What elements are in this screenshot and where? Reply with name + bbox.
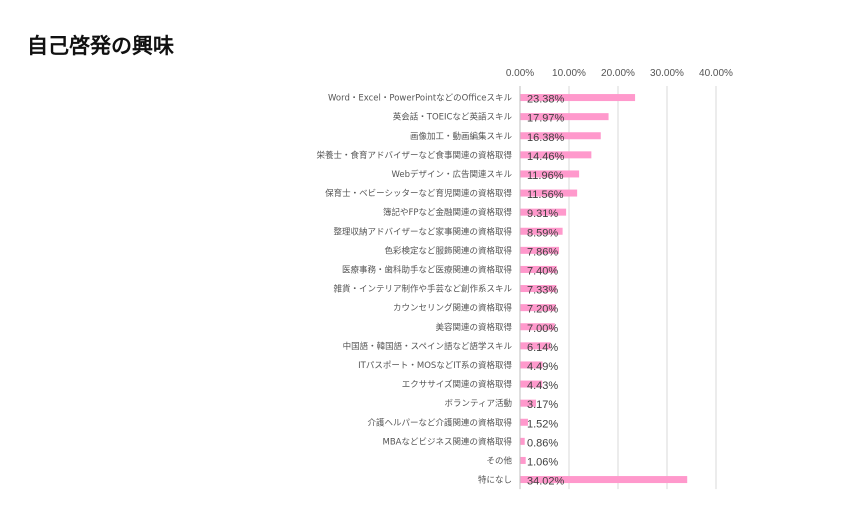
category-label: 雑貨・インテリア制作や手芸など創作系スキル bbox=[333, 284, 512, 295]
bar bbox=[520, 361, 543, 369]
category-label: 美容関連の資格取得 bbox=[435, 322, 512, 333]
data-label: 1.06% bbox=[527, 456, 558, 468]
data-label: 3.17% bbox=[527, 399, 558, 411]
bar bbox=[520, 151, 592, 159]
category-label: Webデザイン・広告関連スキル bbox=[391, 169, 512, 180]
x-tick-label: 20.00% bbox=[601, 68, 635, 79]
bar bbox=[520, 132, 601, 140]
category-label: 英会話・TOEICなど英語スキル bbox=[393, 112, 513, 123]
data-label: 9.31% bbox=[527, 208, 558, 220]
data-label: 7.86% bbox=[527, 246, 558, 258]
bar bbox=[520, 227, 563, 235]
data-label: 7.33% bbox=[527, 285, 558, 297]
data-label: 17.97% bbox=[527, 113, 565, 125]
bar bbox=[520, 456, 526, 464]
data-label: 23.38% bbox=[527, 94, 565, 106]
category-label: 画像加工・動画編集スキル bbox=[410, 131, 513, 142]
data-label: 8.59% bbox=[527, 227, 558, 239]
data-label: 7.20% bbox=[527, 304, 558, 316]
data-label: 34.02% bbox=[527, 476, 565, 488]
category-label: 整理収納アドバイザーなど家事関連の資格取得 bbox=[333, 226, 512, 237]
data-label: 1.52% bbox=[527, 418, 558, 430]
data-label: 11.96% bbox=[527, 170, 564, 182]
category-label: その他 bbox=[486, 455, 512, 466]
data-label: 6.14% bbox=[527, 342, 558, 354]
x-tick-label: 30.00% bbox=[650, 68, 684, 79]
data-label: 14.46% bbox=[527, 151, 565, 163]
bar bbox=[520, 304, 556, 312]
category-label: Word・Excel・PowerPointなどのOfficeスキル bbox=[328, 94, 512, 104]
category-label: 中国語・韓国語・スペイン語など語学スキル bbox=[343, 341, 513, 352]
category-label: MBAなどビジネス関連の資格取得 bbox=[383, 436, 513, 447]
category-label: ITパスポート・MOSなどIT系の資格取得 bbox=[358, 360, 512, 371]
bar bbox=[520, 246, 560, 254]
data-label: 7.40% bbox=[527, 265, 558, 277]
bar bbox=[520, 265, 557, 273]
bar bbox=[520, 399, 537, 407]
bar bbox=[520, 285, 557, 293]
category-label: 医療事務・歯科助手など医療関連の資格取得 bbox=[342, 264, 513, 275]
data-label: 11.56% bbox=[527, 189, 564, 201]
category-label: 色彩検定など服飾関連の資格取得 bbox=[384, 245, 512, 256]
bar bbox=[520, 437, 525, 445]
data-label: 4.49% bbox=[527, 361, 558, 373]
bar bbox=[520, 170, 580, 178]
category-label: 特になし bbox=[478, 475, 512, 486]
bar bbox=[520, 323, 555, 331]
bar bbox=[520, 380, 543, 388]
data-label: 0.86% bbox=[527, 437, 558, 449]
chart-title: 自己啓発の興味 bbox=[27, 34, 174, 58]
category-label: 介護ヘルパーなど介護関連の資格取得 bbox=[367, 417, 512, 428]
bar bbox=[520, 94, 636, 102]
x-tick-label: 0.00% bbox=[506, 68, 534, 79]
bar bbox=[520, 113, 609, 121]
x-tick-label: 40.00% bbox=[699, 68, 733, 79]
x-tick-label: 10.00% bbox=[552, 68, 586, 79]
category-label: 保育士・ベビーシッターなど育児関連の資格取得 bbox=[325, 188, 512, 199]
category-label: 栄養士・食育アドバイザーなど食事関連の資格取得 bbox=[316, 150, 512, 161]
category-label: カウンセリング関連の資格取得 bbox=[393, 303, 513, 314]
bar bbox=[520, 208, 567, 216]
bar bbox=[520, 189, 578, 197]
category-label: 簿記やFPなど金融関連の資格取得 bbox=[383, 207, 513, 218]
bar bbox=[520, 476, 688, 484]
bar bbox=[520, 418, 528, 426]
bar bbox=[520, 342, 551, 350]
category-label: ボランティア活動 bbox=[445, 398, 513, 409]
category-label: エクササイズ関連の資格取得 bbox=[402, 379, 513, 390]
data-label: 4.43% bbox=[527, 380, 558, 392]
data-label: 7.00% bbox=[527, 323, 558, 335]
data-label: 16.38% bbox=[527, 132, 565, 144]
